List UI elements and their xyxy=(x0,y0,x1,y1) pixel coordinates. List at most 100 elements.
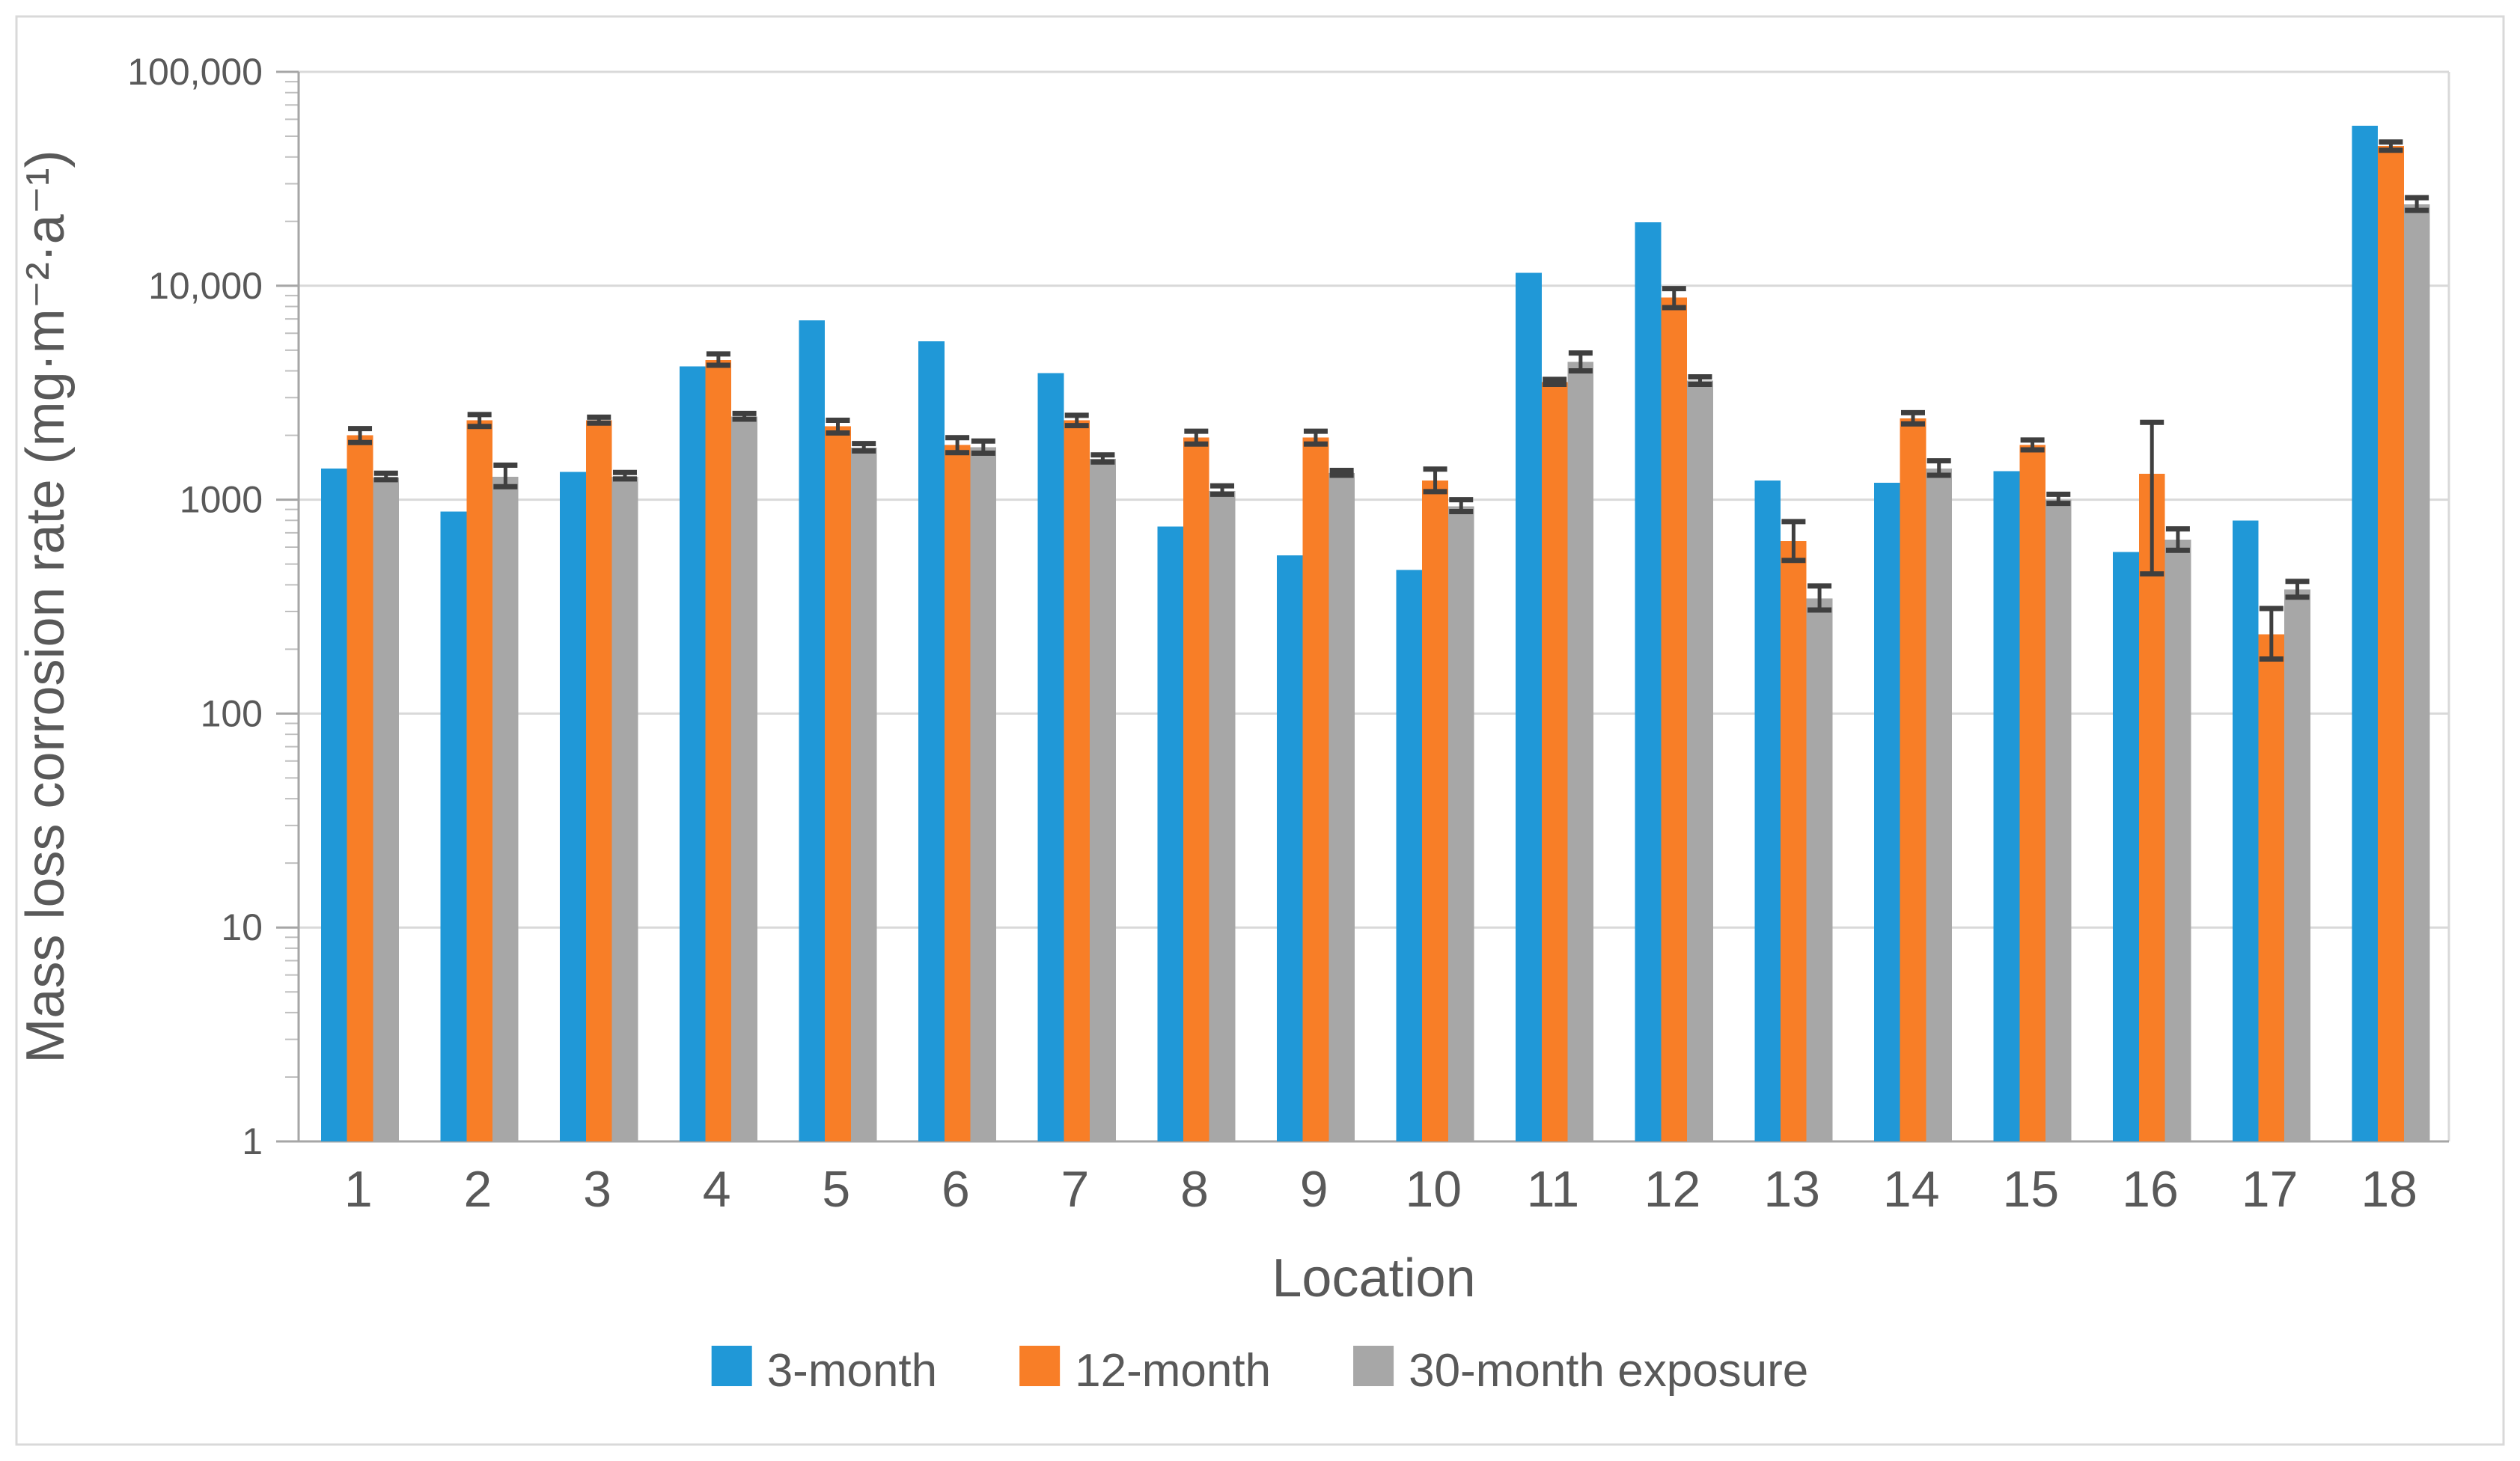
y-tick-label: 1000 xyxy=(180,479,263,521)
bar-30-month-exposure-loc-4 xyxy=(731,416,757,1141)
bar-30-month-exposure-loc-14 xyxy=(1926,468,1953,1141)
bar-12-month-loc-17 xyxy=(2258,634,2285,1141)
x-tick-label: 5 xyxy=(822,1161,850,1218)
error-bar-12-month-loc-6 xyxy=(945,435,970,456)
error-bar-30-month-exposure-loc-15 xyxy=(2046,491,2071,507)
error-bar-12-month-loc-17 xyxy=(2259,606,2283,662)
error-bar-30-month-exposure-loc-4 xyxy=(732,410,757,422)
error-bar-30-month-exposure-loc-9 xyxy=(1329,468,1354,478)
bar-3-month-loc-8 xyxy=(1157,526,1183,1141)
x-tick-label: 8 xyxy=(1180,1161,1209,1218)
bar-30-month-exposure-loc-6 xyxy=(970,447,997,1141)
error-bar-12-month-loc-11 xyxy=(1543,376,1567,388)
bar-12-month-loc-3 xyxy=(585,420,612,1141)
bar-12-month-loc-16 xyxy=(2138,474,2165,1141)
bar-12-month-loc-10 xyxy=(1422,480,1448,1141)
error-bar-30-month-exposure-loc-18 xyxy=(2405,195,2429,213)
bar-12-month-loc-15 xyxy=(2019,445,2045,1141)
bar-3-month-loc-7 xyxy=(1037,373,1064,1142)
x-tick-label: 6 xyxy=(942,1161,970,1218)
legend-swatch-30-month-exposure xyxy=(1353,1346,1394,1386)
y-tick-label: 10,000 xyxy=(148,265,263,307)
error-bar-12-month-loc-2 xyxy=(467,412,492,430)
error-bar-12-month-loc-1 xyxy=(348,426,373,445)
bar-30-month-exposure-loc-1 xyxy=(373,477,400,1141)
bar-3-month-loc-12 xyxy=(1635,222,1662,1142)
x-tick-label: 14 xyxy=(1883,1161,1940,1218)
error-bar-12-month-loc-8 xyxy=(1184,428,1209,447)
bar-3-month-loc-10 xyxy=(1396,570,1423,1141)
error-bar-12-month-loc-5 xyxy=(826,418,850,436)
y-gridlines xyxy=(299,70,2449,929)
y-axis-title: Mass loss corrosion rate (mg·m⁻²·a⁻¹) xyxy=(16,150,76,1063)
bar-3-month-loc-4 xyxy=(679,366,706,1141)
legend: 3-month 12-month 30-month exposure xyxy=(711,1345,1808,1397)
error-bar-12-month-loc-7 xyxy=(1064,412,1089,429)
error-bar-12-month-loc-13 xyxy=(1781,519,1806,564)
bar-30-month-exposure-loc-12 xyxy=(1687,380,1713,1141)
bar-3-month-loc-6 xyxy=(918,341,945,1141)
bar-30-month-exposure-loc-7 xyxy=(1090,459,1116,1141)
bar-30-month-exposure-loc-11 xyxy=(1567,362,1594,1142)
x-tick-labels: 1 2 3 4 5 6 7 8 9 10 11 12 13 14 15 16 17 18 xyxy=(344,1161,2417,1218)
figure-border xyxy=(15,15,2505,1446)
error-bar-30-month-exposure-loc-6 xyxy=(971,438,995,456)
y-tick-label: 10 xyxy=(221,906,263,948)
y-tick-label: 100,000 xyxy=(127,51,263,93)
x-tick-label: 4 xyxy=(703,1161,731,1218)
bar-3-month-loc-15 xyxy=(1993,471,2020,1141)
bar-3-month-loc-17 xyxy=(2232,520,2259,1141)
error-bar-30-month-exposure-loc-14 xyxy=(1926,458,1951,478)
bars xyxy=(321,125,2430,1142)
error-bar-12-month-loc-18 xyxy=(2379,139,2403,153)
legend-item-3-month: 3-month xyxy=(711,1345,937,1397)
x-tick-label: 10 xyxy=(1405,1161,1462,1218)
bar-3-month-loc-1 xyxy=(321,468,347,1141)
error-bar-30-month-exposure-loc-7 xyxy=(1090,452,1115,465)
error-bar-30-month-exposure-loc-8 xyxy=(1210,483,1235,497)
x-tick-label: 9 xyxy=(1300,1161,1328,1218)
bar-12-month-loc-9 xyxy=(1302,437,1329,1141)
error-bar-30-month-exposure-loc-13 xyxy=(1807,583,1832,613)
bar-30-month-exposure-loc-8 xyxy=(1209,490,1236,1141)
bar-12-month-loc-2 xyxy=(466,420,493,1141)
x-tick-label: 2 xyxy=(464,1161,492,1218)
legend-item-12-month: 12-month xyxy=(1019,1345,1271,1397)
y-tick-label: 1 xyxy=(242,1120,263,1162)
bar-3-month-loc-13 xyxy=(1754,480,1781,1141)
bar-30-month-exposure-loc-3 xyxy=(611,476,638,1141)
x-tick-label: 15 xyxy=(2003,1161,2060,1218)
error-bar-30-month-exposure-loc-12 xyxy=(1688,374,1712,388)
bar-30-month-exposure-loc-13 xyxy=(1806,598,1833,1141)
legend-label: 3-month xyxy=(767,1345,937,1397)
bar-12-month-loc-14 xyxy=(1900,418,1926,1141)
bar-30-month-exposure-loc-5 xyxy=(850,448,877,1141)
bar-30-month-exposure-loc-16 xyxy=(2164,540,2191,1141)
bar-12-month-loc-13 xyxy=(1781,540,1807,1141)
error-bar-12-month-loc-12 xyxy=(1662,286,1686,311)
bar-30-month-exposure-loc-2 xyxy=(492,476,519,1141)
error-bars xyxy=(348,139,2429,662)
x-tick-label: 18 xyxy=(2361,1161,2417,1218)
y-axis-ticks xyxy=(276,70,299,1143)
error-bar-30-month-exposure-loc-1 xyxy=(373,470,398,483)
x-axis-title: Location xyxy=(1272,1248,1475,1308)
error-bar-30-month-exposure-loc-3 xyxy=(612,469,637,482)
x-tick-label: 13 xyxy=(1763,1161,1820,1218)
error-bar-30-month-exposure-loc-16 xyxy=(2165,526,2190,553)
legend-label: 12-month xyxy=(1075,1345,1271,1397)
bar-3-month-loc-2 xyxy=(440,511,467,1141)
bar-3-month-loc-5 xyxy=(799,320,826,1141)
x-tick-label: 16 xyxy=(2122,1161,2179,1218)
bar-30-month-exposure-loc-15 xyxy=(2045,499,2072,1141)
legend-swatch-12-month xyxy=(1019,1346,1061,1386)
bar-12-month-loc-5 xyxy=(825,426,851,1141)
bar-12-month-loc-18 xyxy=(2378,146,2404,1142)
bar-12-month-loc-8 xyxy=(1183,437,1209,1141)
x-tick-label: 1 xyxy=(344,1161,373,1218)
bar-12-month-loc-4 xyxy=(705,359,732,1141)
bar-3-month-loc-3 xyxy=(560,472,586,1141)
